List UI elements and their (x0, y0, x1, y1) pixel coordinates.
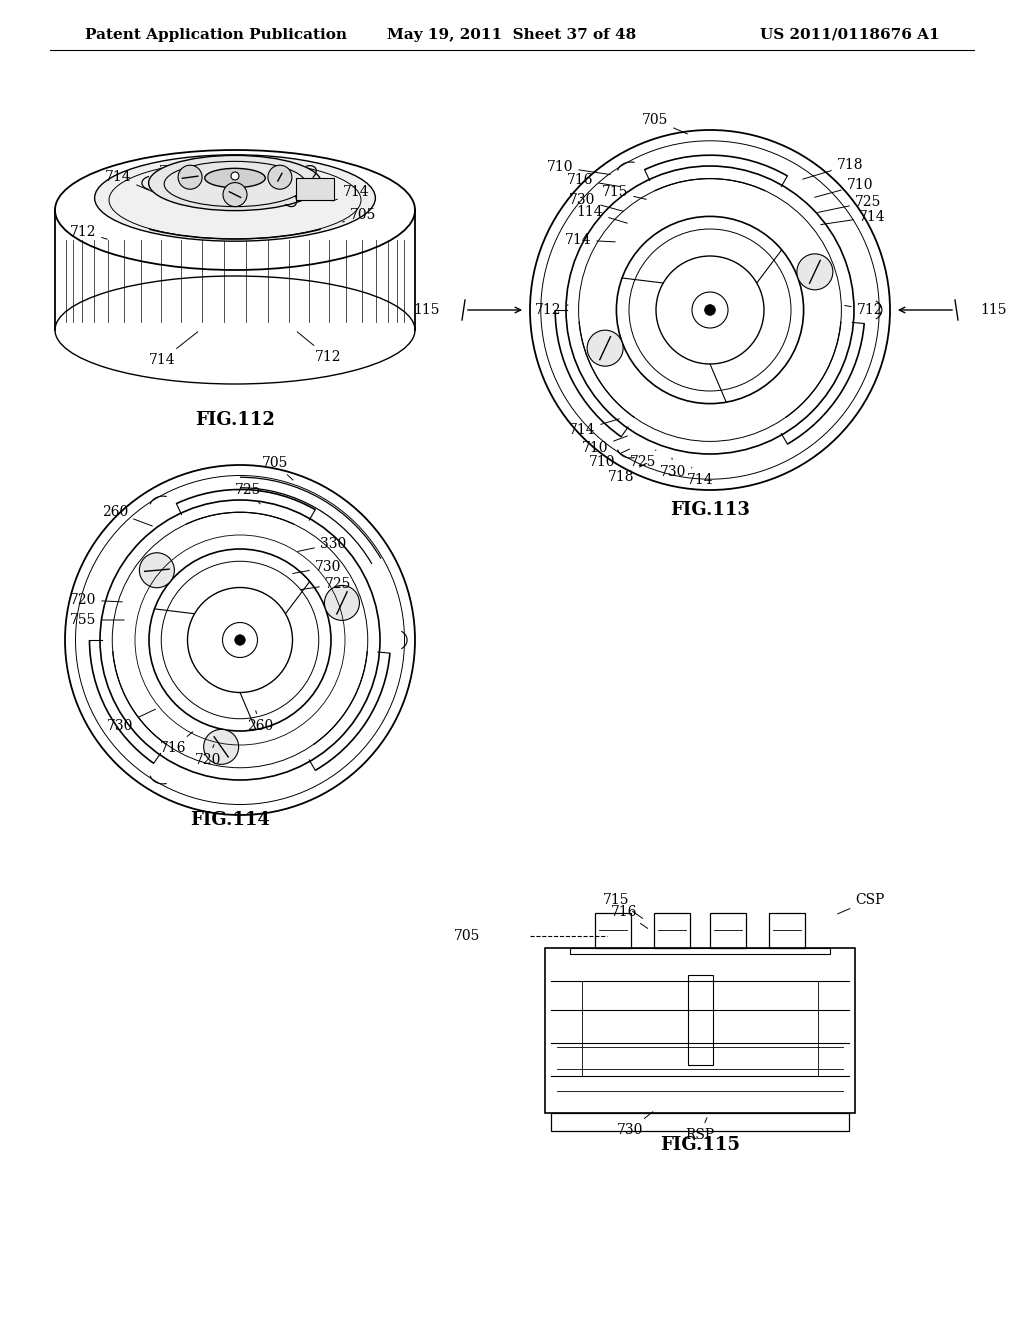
Text: 330: 330 (298, 537, 346, 552)
Text: 260: 260 (247, 710, 273, 733)
Text: FIG.115: FIG.115 (660, 1137, 740, 1154)
Text: 710: 710 (582, 436, 628, 455)
Circle shape (234, 635, 246, 645)
Circle shape (178, 165, 202, 189)
Text: 720: 720 (195, 744, 221, 767)
Text: RSP: RSP (685, 1118, 715, 1142)
Ellipse shape (205, 169, 265, 187)
Text: FIG.113: FIG.113 (670, 502, 750, 519)
Text: 710: 710 (815, 178, 873, 197)
Text: 710: 710 (589, 449, 630, 469)
Circle shape (268, 165, 292, 189)
Bar (769, 912, 805, 948)
Text: US 2011/0118676 A1: US 2011/0118676 A1 (761, 28, 940, 42)
Text: 725: 725 (234, 483, 261, 504)
Bar (551, 1113, 849, 1130)
Bar (654, 912, 690, 948)
Text: 730: 730 (616, 1111, 653, 1137)
Text: 705: 705 (343, 209, 376, 222)
Text: 716: 716 (160, 731, 193, 755)
Text: 730: 730 (106, 709, 156, 733)
Text: 718: 718 (608, 463, 646, 484)
Text: 720: 720 (70, 593, 122, 607)
Text: May 19, 2011  Sheet 37 of 48: May 19, 2011 Sheet 37 of 48 (387, 28, 637, 42)
Text: 725: 725 (818, 195, 882, 213)
Text: 712: 712 (297, 331, 341, 364)
Bar (545, 948, 855, 1113)
Text: 714: 714 (687, 467, 714, 487)
Text: 718: 718 (803, 158, 863, 180)
Text: 712: 712 (70, 224, 108, 239)
Text: 712: 712 (845, 304, 884, 317)
Ellipse shape (94, 154, 376, 242)
Text: 730: 730 (568, 193, 624, 211)
Text: 705: 705 (642, 114, 687, 133)
Bar (569, 948, 830, 953)
Circle shape (705, 305, 716, 315)
Ellipse shape (148, 156, 322, 211)
Text: 710: 710 (547, 160, 610, 174)
Circle shape (223, 182, 247, 207)
Text: 714: 714 (104, 170, 163, 195)
Text: 710: 710 (254, 170, 281, 190)
Text: 730: 730 (293, 560, 341, 574)
Text: FIG.112: FIG.112 (195, 411, 274, 429)
Circle shape (139, 553, 174, 587)
Circle shape (204, 730, 239, 764)
Text: 705: 705 (262, 455, 293, 480)
Text: 705: 705 (454, 928, 480, 942)
Text: 716: 716 (197, 162, 223, 185)
Text: 725: 725 (630, 450, 656, 469)
Text: 714: 714 (148, 331, 198, 367)
Circle shape (231, 172, 239, 180)
Text: CSP: CSP (838, 894, 885, 913)
Text: 716: 716 (610, 906, 648, 928)
Text: 755: 755 (70, 612, 124, 627)
Text: 710: 710 (159, 165, 189, 189)
Circle shape (587, 330, 624, 366)
Text: 715: 715 (603, 894, 643, 919)
Text: 714: 714 (333, 185, 370, 201)
Text: 714: 714 (821, 210, 886, 224)
Text: 115: 115 (414, 304, 440, 317)
Text: 115: 115 (980, 304, 1007, 317)
Text: 114: 114 (577, 205, 628, 223)
Text: 714: 714 (564, 234, 615, 247)
Text: 715: 715 (602, 185, 646, 199)
Text: 260: 260 (101, 506, 153, 527)
Circle shape (797, 253, 833, 290)
Bar (296, 178, 334, 201)
Text: 730: 730 (659, 458, 686, 479)
Text: 725: 725 (301, 577, 351, 591)
Text: 716: 716 (566, 173, 621, 187)
Bar (687, 974, 713, 1065)
Bar (710, 912, 745, 948)
Text: Patent Application Publication: Patent Application Publication (85, 28, 347, 42)
Text: FIG.114: FIG.114 (190, 810, 270, 829)
Text: 712: 712 (535, 304, 568, 317)
Text: 755: 755 (209, 176, 236, 195)
Text: 714: 714 (568, 418, 620, 437)
Circle shape (325, 585, 359, 620)
Bar (595, 912, 631, 948)
